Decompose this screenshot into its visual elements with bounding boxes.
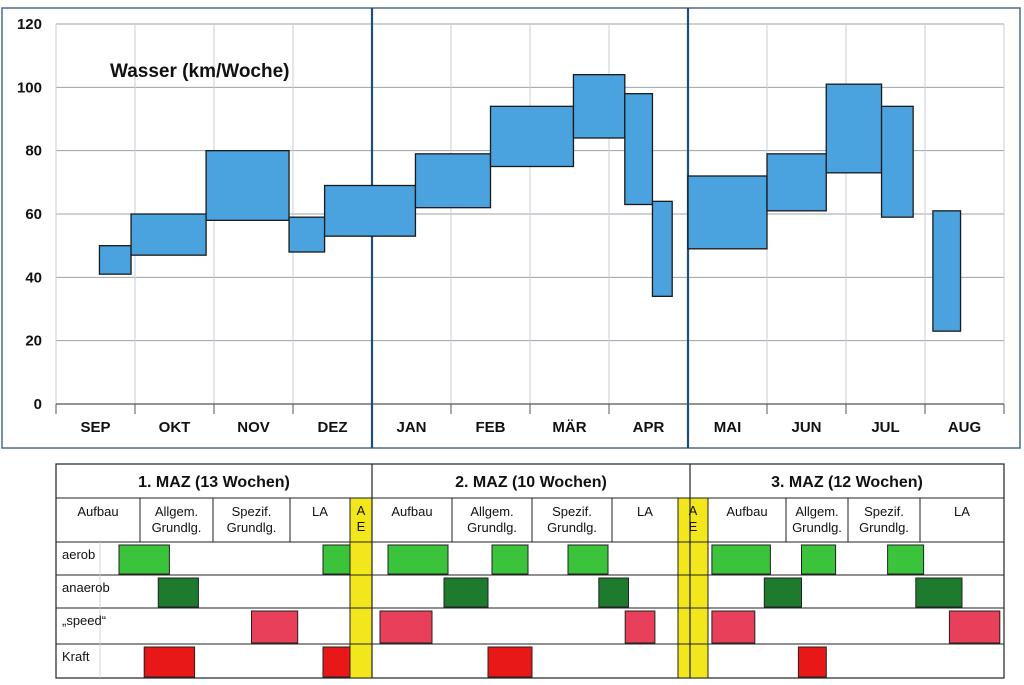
subphase-label: Spezif. Grundlg. [547, 504, 597, 535]
y-tick-label: 100 [17, 79, 42, 96]
intensity-block [711, 610, 756, 644]
x-tick-label: MAI [714, 419, 742, 436]
subphase-label: LA [637, 504, 653, 519]
y-tick-label: 40 [25, 269, 42, 286]
intensity-block [443, 577, 489, 608]
range-bar [323, 184, 417, 237]
y-tick-label: 80 [25, 143, 42, 160]
intensity-block [322, 646, 351, 678]
intensity-block [379, 610, 433, 644]
range-bar [651, 200, 673, 297]
chart-title: Wasser (km/Woche) [110, 61, 290, 82]
range-bar [205, 150, 290, 221]
subphase-label: Aufbau [391, 504, 432, 519]
subphase-label: Spezif. Grundlg. [859, 504, 909, 535]
intensity-block [157, 577, 199, 608]
y-tick-label: 60 [25, 206, 42, 223]
y-tick-label: 20 [25, 333, 42, 350]
range-bar [624, 93, 654, 206]
phase-title: 2. MAZ (10 Wochen) [455, 474, 607, 491]
ae-column [677, 497, 709, 679]
x-tick-label: MÄR [552, 419, 586, 436]
intensity-block [598, 577, 629, 608]
x-tick-label: NOV [237, 419, 270, 436]
range-bar [880, 105, 914, 218]
training-phase-table: 1. MAZ (13 Wochen) Aufbau Allgem. Grundlg. S… [55, 463, 1005, 679]
intensity-block [887, 544, 925, 575]
range-bar [687, 175, 768, 250]
range-bar [766, 153, 827, 212]
intensity-block [567, 544, 609, 575]
x-tick-label: SEP [80, 419, 110, 436]
phase-title: 1. MAZ (13 Wochen) [138, 474, 290, 491]
intensity-block [711, 544, 771, 575]
intensity-block [491, 544, 529, 575]
range-bar [288, 216, 326, 253]
intensity-block [624, 610, 656, 644]
x-tick-label: APR [633, 419, 665, 436]
x-tick-label: FEB [476, 419, 506, 436]
range-bar [932, 210, 962, 332]
range-bar [489, 105, 575, 168]
x-tick-label: JUN [791, 419, 821, 436]
intensity-block [487, 646, 533, 678]
phase-title: 3. MAZ (12 Wochen) [771, 474, 923, 491]
intensity-block [143, 646, 196, 678]
row-label: „speed“ [62, 613, 106, 628]
intensity-block [797, 646, 827, 678]
subphase-label: Allgem. Grundlg. [467, 504, 517, 535]
x-tick-label: JUL [871, 419, 899, 436]
range-bar [825, 83, 883, 174]
range-bar [572, 74, 626, 139]
range-bar [414, 153, 492, 209]
range-bar [130, 213, 207, 256]
row-label: Kraft [62, 649, 90, 664]
water-volume-chart: 0 20 40 60 80 100 120 SEP OKT NOV DEZ JAN FEB MÄR APR M… [1, 7, 1021, 449]
x-tick-label: OKT [159, 419, 191, 436]
intensity-block [801, 544, 837, 575]
intensity-block [251, 610, 299, 644]
subphase-label: Aufbau [726, 504, 767, 519]
subphase-label: Spezif. Grundlg. [227, 504, 277, 535]
subphase-label: Allgem. Grundlg. [152, 504, 202, 535]
row-label: anaerob [62, 580, 110, 595]
intensity-block [118, 544, 170, 575]
subphase-label: LA [312, 504, 328, 519]
row-label: aerob [62, 547, 95, 562]
subphase-label: Allgem. Grundlg. [792, 504, 842, 535]
subphase-label: LA [954, 504, 970, 519]
y-tick-label: 120 [17, 16, 42, 33]
subphase-label: Aufbau [77, 504, 118, 519]
y-tick-label: 0 [34, 396, 42, 413]
range-bar [98, 245, 132, 275]
intensity-block [763, 577, 802, 608]
intensity-block [387, 544, 449, 575]
intensity-block [322, 544, 351, 575]
intensity-block [915, 577, 963, 608]
intensity-block [948, 610, 1001, 644]
table-frame [55, 463, 1005, 679]
x-tick-label: JAN [396, 419, 426, 436]
x-tick-label: AUG [948, 419, 981, 436]
x-tick-label: DEZ [318, 419, 348, 436]
